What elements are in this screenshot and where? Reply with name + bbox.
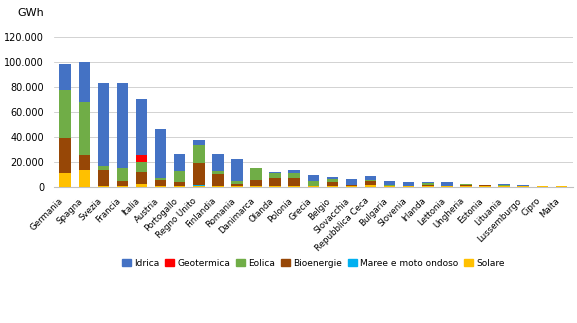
Bar — [117, 168, 128, 181]
Bar — [193, 186, 204, 187]
Bar — [288, 178, 300, 186]
Bar — [250, 180, 262, 186]
Bar — [136, 155, 147, 162]
Bar — [59, 173, 71, 187]
Bar — [174, 154, 185, 171]
Bar — [98, 166, 109, 170]
Bar — [117, 181, 128, 186]
Bar — [288, 170, 300, 172]
Bar — [155, 129, 166, 178]
Bar — [384, 185, 395, 186]
Bar — [212, 174, 224, 186]
Bar — [78, 170, 90, 187]
Bar — [460, 185, 471, 186]
Bar — [212, 154, 224, 171]
Bar — [98, 170, 109, 186]
Bar — [346, 185, 357, 186]
Bar — [499, 184, 510, 185]
Bar — [231, 181, 243, 184]
Bar — [479, 185, 491, 186]
Legend: Idrica, Geotermica, Eolica, Bioenergie, Maree e moto ondoso, Solare: Idrica, Geotermica, Eolica, Bioenergie, … — [118, 255, 509, 271]
Bar — [499, 185, 510, 186]
Bar — [59, 138, 71, 173]
Bar — [403, 182, 414, 186]
Bar — [155, 186, 166, 187]
Bar — [327, 182, 338, 186]
Bar — [308, 181, 319, 186]
Bar — [136, 184, 147, 187]
Bar — [98, 83, 109, 166]
Bar — [59, 90, 71, 138]
Bar — [174, 186, 185, 187]
Bar — [327, 177, 338, 179]
Bar — [59, 64, 71, 90]
Bar — [269, 173, 281, 178]
Bar — [174, 171, 185, 182]
Bar — [288, 172, 300, 178]
Bar — [518, 185, 529, 186]
Bar — [136, 162, 147, 172]
Bar — [193, 141, 204, 145]
Bar — [174, 182, 185, 186]
Bar — [155, 180, 166, 186]
Bar — [78, 62, 90, 102]
Bar — [136, 172, 147, 184]
Bar — [250, 168, 262, 180]
Bar — [422, 183, 433, 185]
Bar — [346, 184, 357, 185]
Bar — [98, 186, 109, 187]
Bar — [193, 145, 204, 163]
Bar — [422, 182, 433, 183]
Bar — [212, 171, 224, 174]
Bar — [441, 185, 452, 186]
Bar — [231, 184, 243, 186]
Bar — [269, 172, 281, 173]
Bar — [117, 83, 128, 168]
Bar — [365, 181, 376, 185]
Bar — [422, 185, 433, 186]
Bar — [117, 186, 128, 187]
Text: GWh: GWh — [17, 8, 44, 18]
Bar — [193, 185, 204, 186]
Bar — [365, 176, 376, 180]
Bar — [78, 102, 90, 155]
Bar — [231, 159, 243, 181]
Bar — [136, 99, 147, 155]
Bar — [193, 163, 204, 185]
Bar — [327, 179, 338, 182]
Bar — [384, 181, 395, 185]
Bar — [78, 155, 90, 170]
Bar — [269, 178, 281, 186]
Bar — [365, 180, 376, 181]
Bar — [365, 185, 376, 187]
Bar — [346, 179, 357, 184]
Bar — [441, 182, 452, 185]
Bar — [460, 184, 471, 185]
Bar — [155, 178, 166, 180]
Bar — [308, 175, 319, 181]
